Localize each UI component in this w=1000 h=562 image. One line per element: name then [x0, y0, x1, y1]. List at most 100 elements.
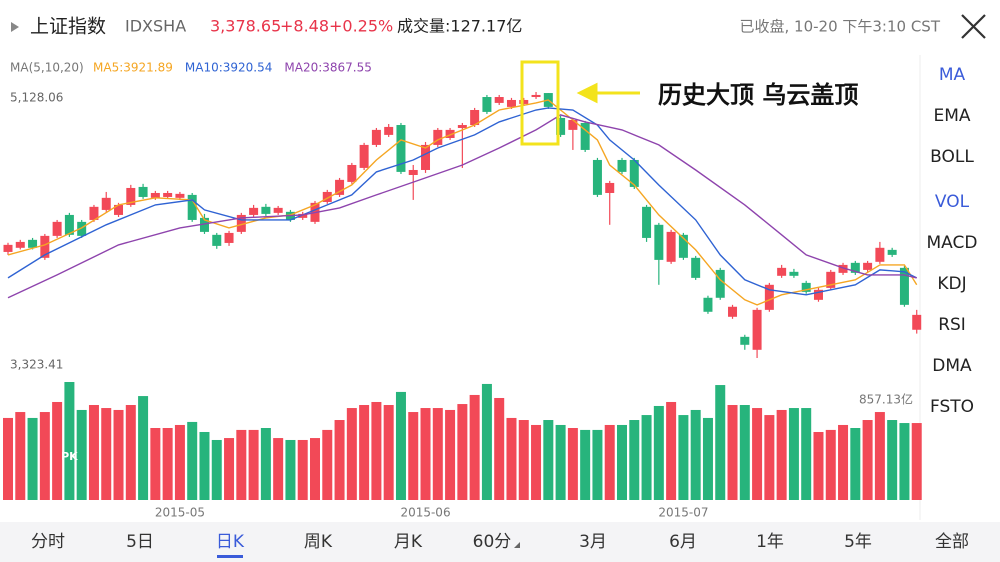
indicator-button[interactable]: KDJ	[937, 274, 966, 294]
candle-body	[826, 271, 836, 288]
volume-bar	[653, 405, 664, 500]
candle-body	[445, 129, 455, 138]
candle-body	[64, 214, 74, 235]
candle-body	[666, 231, 676, 262]
volume-bar	[236, 429, 247, 500]
legend-entry: MA20:3867.55	[284, 61, 372, 75]
candle-body	[52, 221, 62, 236]
tab[interactable]: 全部	[935, 532, 969, 552]
indicator-button[interactable]: BOLL	[930, 147, 974, 167]
volume-bar	[617, 424, 627, 500]
tab[interactable]: 3月	[579, 532, 607, 552]
candle-body	[752, 309, 762, 350]
volume-bar	[801, 408, 812, 500]
volume-bar	[395, 391, 406, 500]
price: 3,378.65	[210, 17, 281, 36]
volume-bar	[666, 401, 677, 500]
indicator-button[interactable]: FSTO	[930, 397, 974, 417]
volume-bar	[678, 415, 689, 500]
expand-icon[interactable]	[11, 22, 19, 32]
candle-body	[875, 247, 885, 262]
candle-body	[678, 234, 688, 258]
candle-body	[150, 192, 160, 198]
candle-body	[691, 257, 701, 278]
volume-bar	[776, 409, 787, 500]
y-tick-label: 3,323.41	[10, 358, 63, 372]
indicator-button[interactable]: EMA	[933, 106, 970, 126]
indicator-button[interactable]: RSI	[938, 315, 966, 335]
volume-bar	[592, 429, 603, 500]
volume-bar	[359, 405, 370, 500]
candle-body	[138, 186, 148, 197]
volume-bar	[162, 427, 173, 500]
volume-bar	[408, 412, 419, 500]
volume-bar	[260, 427, 271, 500]
volume-bar	[187, 421, 198, 500]
candle-body	[89, 206, 99, 220]
candle-body	[408, 169, 418, 175]
candle-body	[887, 249, 897, 255]
indicator-button[interactable]: MA	[939, 65, 966, 85]
close-button[interactable]	[961, 14, 986, 39]
indicator-button[interactable]: VOL	[935, 192, 970, 212]
candle-body	[101, 197, 111, 210]
volume-bar	[899, 423, 910, 500]
candle-body	[629, 159, 639, 187]
candle-body	[519, 99, 529, 104]
candle-body	[236, 214, 246, 232]
candle-body	[3, 244, 13, 252]
volume-bar	[248, 429, 259, 500]
volume-bar	[457, 404, 468, 500]
indicator-button[interactable]: MACD	[927, 233, 978, 253]
candle-body	[224, 232, 234, 243]
volume-bar	[715, 385, 726, 500]
tab[interactable]: 1年	[756, 532, 784, 552]
tab[interactable]: 6月	[669, 532, 697, 552]
tab[interactable]: 周K	[304, 532, 333, 552]
legend-title: MA(5,10,20)	[10, 61, 84, 75]
volume-bar	[39, 412, 50, 500]
volume-bar	[273, 438, 284, 500]
tab[interactable]: 日K	[216, 532, 245, 552]
volume-bar	[27, 417, 38, 500]
tab[interactable]: 5年	[844, 532, 872, 552]
candle-body	[556, 117, 566, 135]
indicator-button[interactable]: DMA	[932, 356, 972, 376]
volume-bar	[432, 408, 443, 500]
tab[interactable]: 分时	[31, 532, 65, 552]
volume-bar	[690, 409, 701, 500]
candle-body	[261, 206, 271, 214]
volume-bar	[174, 424, 185, 500]
candle-body	[728, 306, 738, 317]
candle-body	[838, 264, 848, 273]
candle-body	[813, 289, 823, 300]
legend-entry: MA10:3920.54	[185, 61, 273, 75]
volume-bar	[788, 408, 799, 500]
candle-body	[801, 282, 811, 292]
volume-bar	[383, 405, 394, 500]
volume-bar	[874, 412, 885, 500]
volume-bar	[138, 396, 149, 500]
volume-bar	[334, 420, 345, 500]
volume-bar	[838, 424, 849, 500]
volume-bar	[543, 420, 554, 500]
volume-bar	[481, 383, 492, 500]
tab[interactable]: 月K	[394, 532, 423, 552]
candle-body	[212, 234, 222, 246]
volume-bar	[76, 409, 87, 500]
x-tick-label: 2015-05	[155, 506, 205, 520]
tab[interactable]: 60分	[473, 532, 512, 552]
volume-bar	[727, 405, 738, 500]
ma-line	[7, 99, 918, 306]
candle-body	[384, 126, 394, 135]
candle-body	[457, 125, 467, 128]
candle-body	[740, 336, 750, 345]
pk-label: PK	[61, 450, 78, 463]
tab[interactable]: 5日	[126, 532, 154, 552]
volume-bar	[125, 405, 136, 500]
volume-bar	[310, 438, 320, 500]
candle-body	[273, 207, 283, 213]
candle-body	[715, 269, 725, 298]
volume-bar	[813, 431, 824, 500]
